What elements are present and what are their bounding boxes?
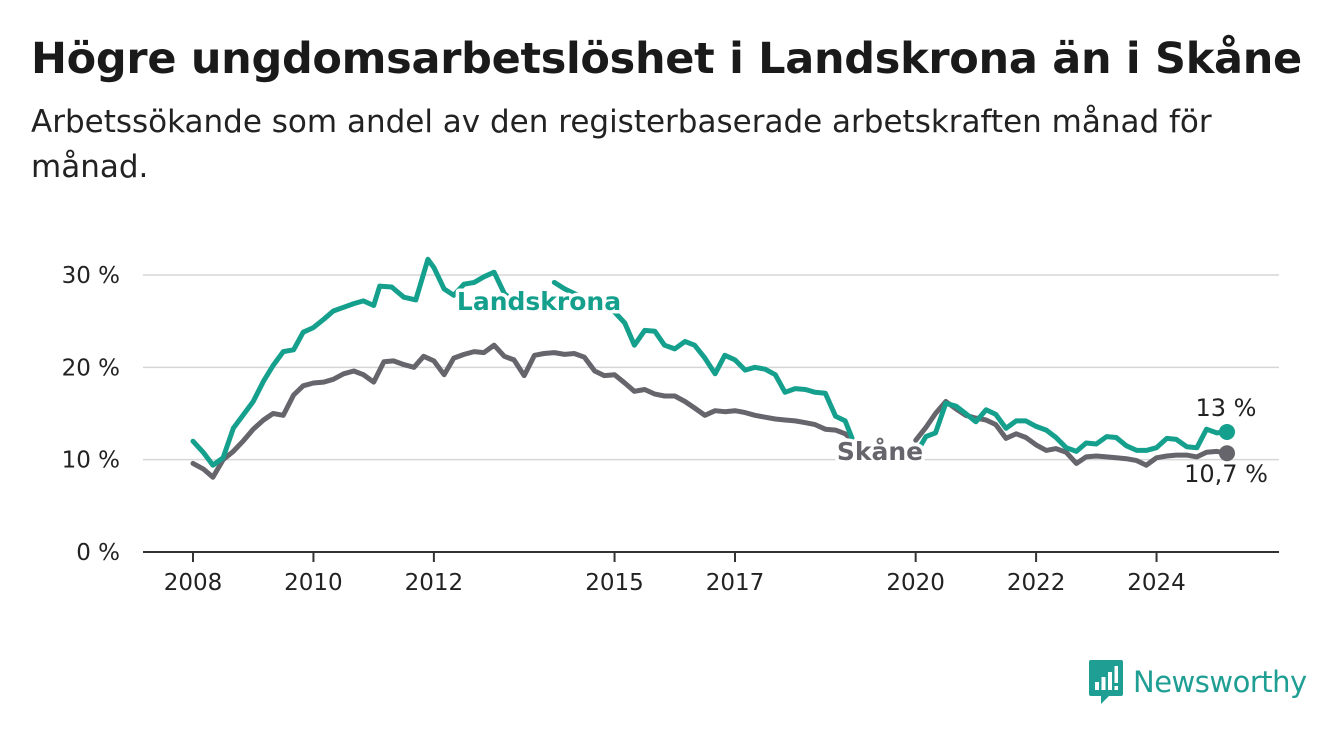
y-axis-ticks: 0 % 10 % 20 % 30 % — [62, 263, 120, 566]
landskrona-line — [551, 279, 858, 450]
skane-end-label: 10,7 % — [1184, 460, 1268, 488]
landskrona-end-point — [1219, 423, 1235, 440]
x-tick-label: 2020 — [886, 570, 945, 596]
newsworthy-brand: Newsworthy — [1089, 660, 1307, 704]
y-tick-label: 10 % — [62, 448, 120, 474]
x-axis-ticks: 2008 2010 2012 2015 2017 2020 2022 2024 — [164, 552, 1186, 596]
chart-title: Högre ungdomsarbetslöshet i Landskrona ä… — [31, 34, 1302, 84]
series-labels: Landskrona Skåne 13 % 10,7 % — [453, 284, 1270, 491]
skane-end-point — [1219, 445, 1235, 462]
x-tick-label: 2008 — [164, 570, 223, 596]
landskrona-line — [913, 400, 1230, 457]
landskrona-line — [190, 256, 517, 468]
skane-series-label: Skåne — [837, 437, 923, 466]
y-tick-label: 30 % — [62, 263, 120, 289]
x-tick-label: 2017 — [706, 570, 765, 596]
series-lines — [190, 256, 1235, 480]
chart-subtitle: Arbetssökande som andel av den registerb… — [31, 104, 1212, 185]
y-tick-label: 0 % — [76, 540, 120, 566]
x-tick-label: 2015 — [585, 570, 644, 596]
x-tick-label: 2022 — [1007, 570, 1066, 596]
x-tick-label: 2010 — [284, 570, 343, 596]
x-tick-label: 2012 — [405, 570, 464, 596]
skane-line — [190, 342, 858, 480]
x-tick-label: 2024 — [1127, 570, 1186, 596]
y-tick-label: 20 % — [62, 355, 120, 381]
landskrona-series-label: Landskrona — [457, 287, 621, 316]
brand-name: Newsworthy — [1133, 665, 1307, 699]
line-chart: 0 % 10 % 20 % 30 % 2008 2010 2012 2015 2017 2020… — [62, 256, 1279, 596]
landskrona-end-label: 13 % — [1196, 394, 1257, 422]
newsworthy-logo-icon — [1089, 660, 1123, 704]
